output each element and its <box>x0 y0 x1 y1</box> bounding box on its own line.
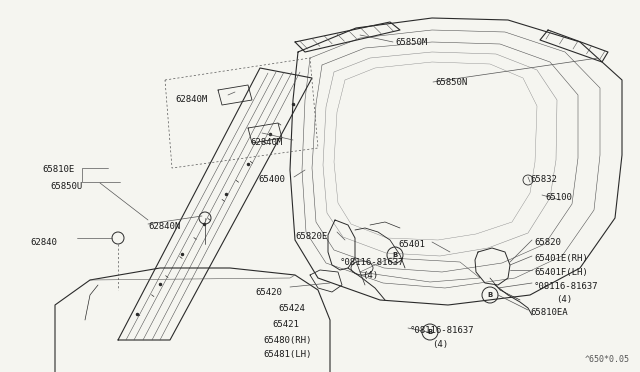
Text: (4): (4) <box>556 295 572 304</box>
Text: B: B <box>488 292 493 298</box>
Text: °08116-81637: °08116-81637 <box>410 326 474 335</box>
Text: 65420: 65420 <box>255 288 282 297</box>
Text: B: B <box>428 329 433 335</box>
Text: 65401F(LH): 65401F(LH) <box>534 268 588 277</box>
Text: 65401E(RH): 65401E(RH) <box>534 254 588 263</box>
Text: 65820: 65820 <box>534 238 561 247</box>
Text: °08116-81637: °08116-81637 <box>340 258 404 267</box>
Text: 65424: 65424 <box>278 304 305 313</box>
Text: 65832: 65832 <box>530 175 557 184</box>
Text: 65481(LH): 65481(LH) <box>263 350 312 359</box>
Text: 65400: 65400 <box>258 175 285 184</box>
Text: 65480(RH): 65480(RH) <box>263 336 312 345</box>
Text: °08116-81637: °08116-81637 <box>534 282 598 291</box>
Text: ^650*0.05: ^650*0.05 <box>585 355 630 364</box>
Text: 65421: 65421 <box>272 320 299 329</box>
Text: 65810E: 65810E <box>42 165 74 174</box>
Text: 65850U: 65850U <box>50 182 83 191</box>
Text: 65850N: 65850N <box>435 78 467 87</box>
Text: B: B <box>392 252 397 258</box>
Text: 62840M: 62840M <box>250 138 282 147</box>
Text: 65820E: 65820E <box>295 232 327 241</box>
Text: 65850M: 65850M <box>395 38 428 47</box>
Text: 65100: 65100 <box>545 193 572 202</box>
Text: 65401: 65401 <box>398 240 425 249</box>
Text: 65810EA: 65810EA <box>530 308 568 317</box>
Text: 62840: 62840 <box>30 238 57 247</box>
Text: 62840N: 62840N <box>148 222 180 231</box>
Text: 62840M: 62840M <box>175 95 207 104</box>
Text: (4): (4) <box>432 340 448 349</box>
Text: (4): (4) <box>362 271 378 280</box>
